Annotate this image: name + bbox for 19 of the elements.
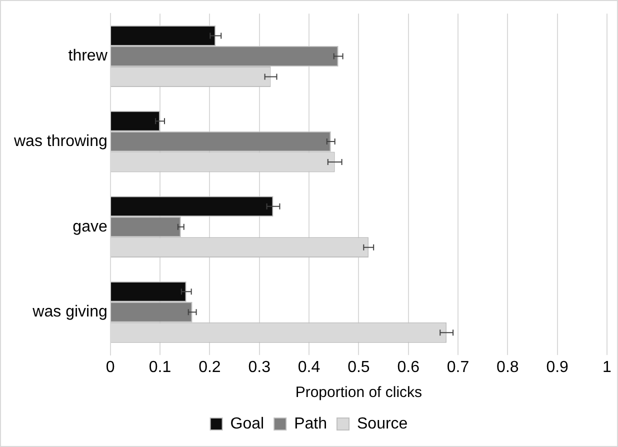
legend-label: Path [294,415,328,432]
x-axis-title: Proportion of clicks [295,384,422,402]
x-tick-label: 0.6 [397,358,420,376]
y-tick-label: threw [68,48,108,65]
x-tick-label: 0.7 [446,358,470,376]
x-tick-label: 0.1 [148,358,172,376]
y-tick-label: was throwing [13,132,108,150]
x-tick-label: 0 [106,358,115,376]
x-tick-label: 0.4 [298,358,320,376]
legend-label: Goal [230,415,264,432]
y-tick-label: was giving [32,304,108,321]
legend-label: Source [357,415,408,432]
x-tick-label: 0.9 [546,358,569,376]
x-tick-label: 0.2 [198,358,221,376]
x-tick-label: 0.8 [496,358,519,376]
x-tick-label: 1 [602,358,612,376]
y-tick-label: gave [72,218,108,236]
x-tick-label: 0.5 [348,358,370,376]
x-tick-label: 0.3 [248,358,271,376]
